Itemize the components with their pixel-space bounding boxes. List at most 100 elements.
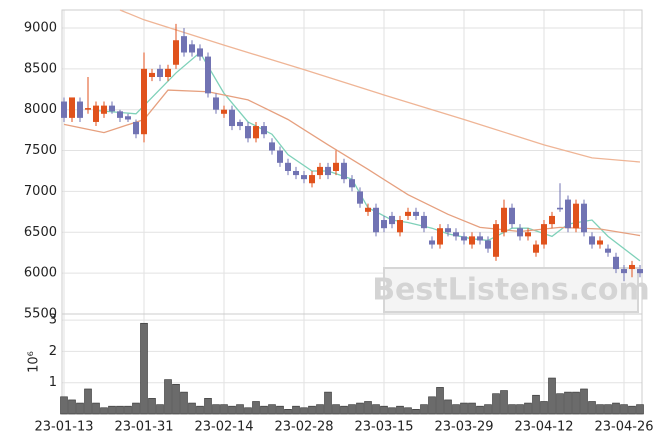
x-tick-label: 23-02-28 [274, 420, 333, 435]
candle-body [221, 109, 227, 114]
volume-bar [244, 407, 252, 415]
volume-bar [436, 387, 444, 415]
volume-bar [228, 405, 236, 415]
volume-bar [492, 393, 500, 415]
candle-body [293, 170, 299, 176]
candle-body [597, 240, 603, 245]
candle-body [165, 68, 171, 78]
x-tick-label: 23-01-31 [114, 420, 173, 435]
candle-body [405, 211, 411, 216]
candle-body [245, 126, 251, 139]
volume-bar [108, 405, 116, 415]
volume-bar [388, 407, 396, 415]
volume-bar [292, 405, 300, 415]
candle-body [501, 207, 507, 233]
volume-unit: 10⁶ [27, 351, 42, 373]
volume-tick-label: 1 [49, 375, 57, 390]
volume-bar [372, 404, 380, 415]
volume-bar [116, 405, 124, 415]
volume-bar [212, 404, 220, 415]
candle-body [101, 105, 107, 114]
candle-body [477, 236, 483, 241]
candle-body [149, 72, 155, 78]
candle-body [581, 203, 587, 233]
volume-bar [84, 388, 92, 415]
volume-bar [588, 401, 596, 415]
candle-body [349, 179, 355, 188]
candle-body [301, 175, 307, 180]
volume-bar [604, 404, 612, 415]
volume-bar [396, 405, 404, 415]
volume-bar [340, 405, 348, 415]
candle-body [157, 68, 163, 78]
candle-body [269, 142, 275, 151]
volume-bar [548, 377, 556, 415]
volume-bar [196, 405, 204, 415]
volume-bar [60, 396, 68, 415]
volume-bar [236, 404, 244, 415]
candle-body [93, 105, 99, 122]
candle-body [437, 228, 443, 245]
volume-bar [100, 407, 108, 415]
volume-tick-label: 3 [49, 313, 57, 328]
candle-body [69, 97, 75, 118]
volume-bar [124, 405, 132, 415]
y-tick-label: 5500 [24, 307, 57, 322]
candle-body [533, 244, 539, 253]
candle-body [173, 40, 179, 65]
candle-body [509, 207, 515, 225]
volume-bar [636, 404, 644, 415]
volume-bar [612, 402, 620, 415]
moving-average [63, 89, 641, 237]
candle-body [85, 108, 91, 110]
volume-bar [172, 383, 180, 415]
candle-body [453, 232, 459, 237]
volume-bar [572, 391, 580, 415]
volume-bar [524, 402, 532, 415]
candle-body [485, 240, 491, 249]
candle-body [357, 191, 363, 204]
volume-bar [404, 407, 412, 415]
candle-body [397, 220, 403, 233]
y-tick-label: 6500 [24, 225, 57, 240]
candle-body [261, 126, 267, 135]
candle-body [605, 248, 611, 253]
y-tick-label: 8000 [24, 102, 57, 117]
volume-bar [484, 404, 492, 415]
candle-body [469, 236, 475, 245]
y-tick-label: 8500 [24, 61, 57, 76]
volume-bar [580, 388, 588, 415]
volume-bar [564, 391, 572, 415]
volume-bar [508, 404, 516, 415]
candle-body [189, 44, 195, 53]
x-tick-label: 23-01-13 [34, 420, 93, 435]
volume-bar [468, 402, 476, 415]
volume-bar [420, 404, 428, 415]
candle-body [181, 36, 187, 53]
candle-body [213, 97, 219, 110]
candle-body [325, 166, 331, 176]
candle-body [389, 215, 395, 225]
y-tick-label: 9000 [24, 20, 57, 35]
candle-body [493, 224, 499, 257]
candle-body [421, 215, 427, 229]
candle-body [133, 121, 139, 135]
candle-body [549, 215, 555, 225]
candle-body [125, 116, 131, 120]
candle-body [557, 207, 563, 210]
volume-bar [596, 404, 604, 415]
volume-bar [300, 407, 308, 415]
volume-bar [276, 405, 284, 415]
candle-body [565, 199, 571, 229]
watermark-text: BestListens.com [372, 273, 650, 308]
volume-bar [540, 401, 548, 415]
candle-body [197, 48, 203, 57]
candle-body [413, 211, 419, 216]
candle-body [309, 175, 315, 184]
candle-body [253, 126, 259, 139]
candle-body [589, 236, 595, 245]
moving-average [119, 9, 641, 163]
x-tick-label: 23-04-26 [594, 420, 653, 435]
candle-body [333, 162, 339, 171]
